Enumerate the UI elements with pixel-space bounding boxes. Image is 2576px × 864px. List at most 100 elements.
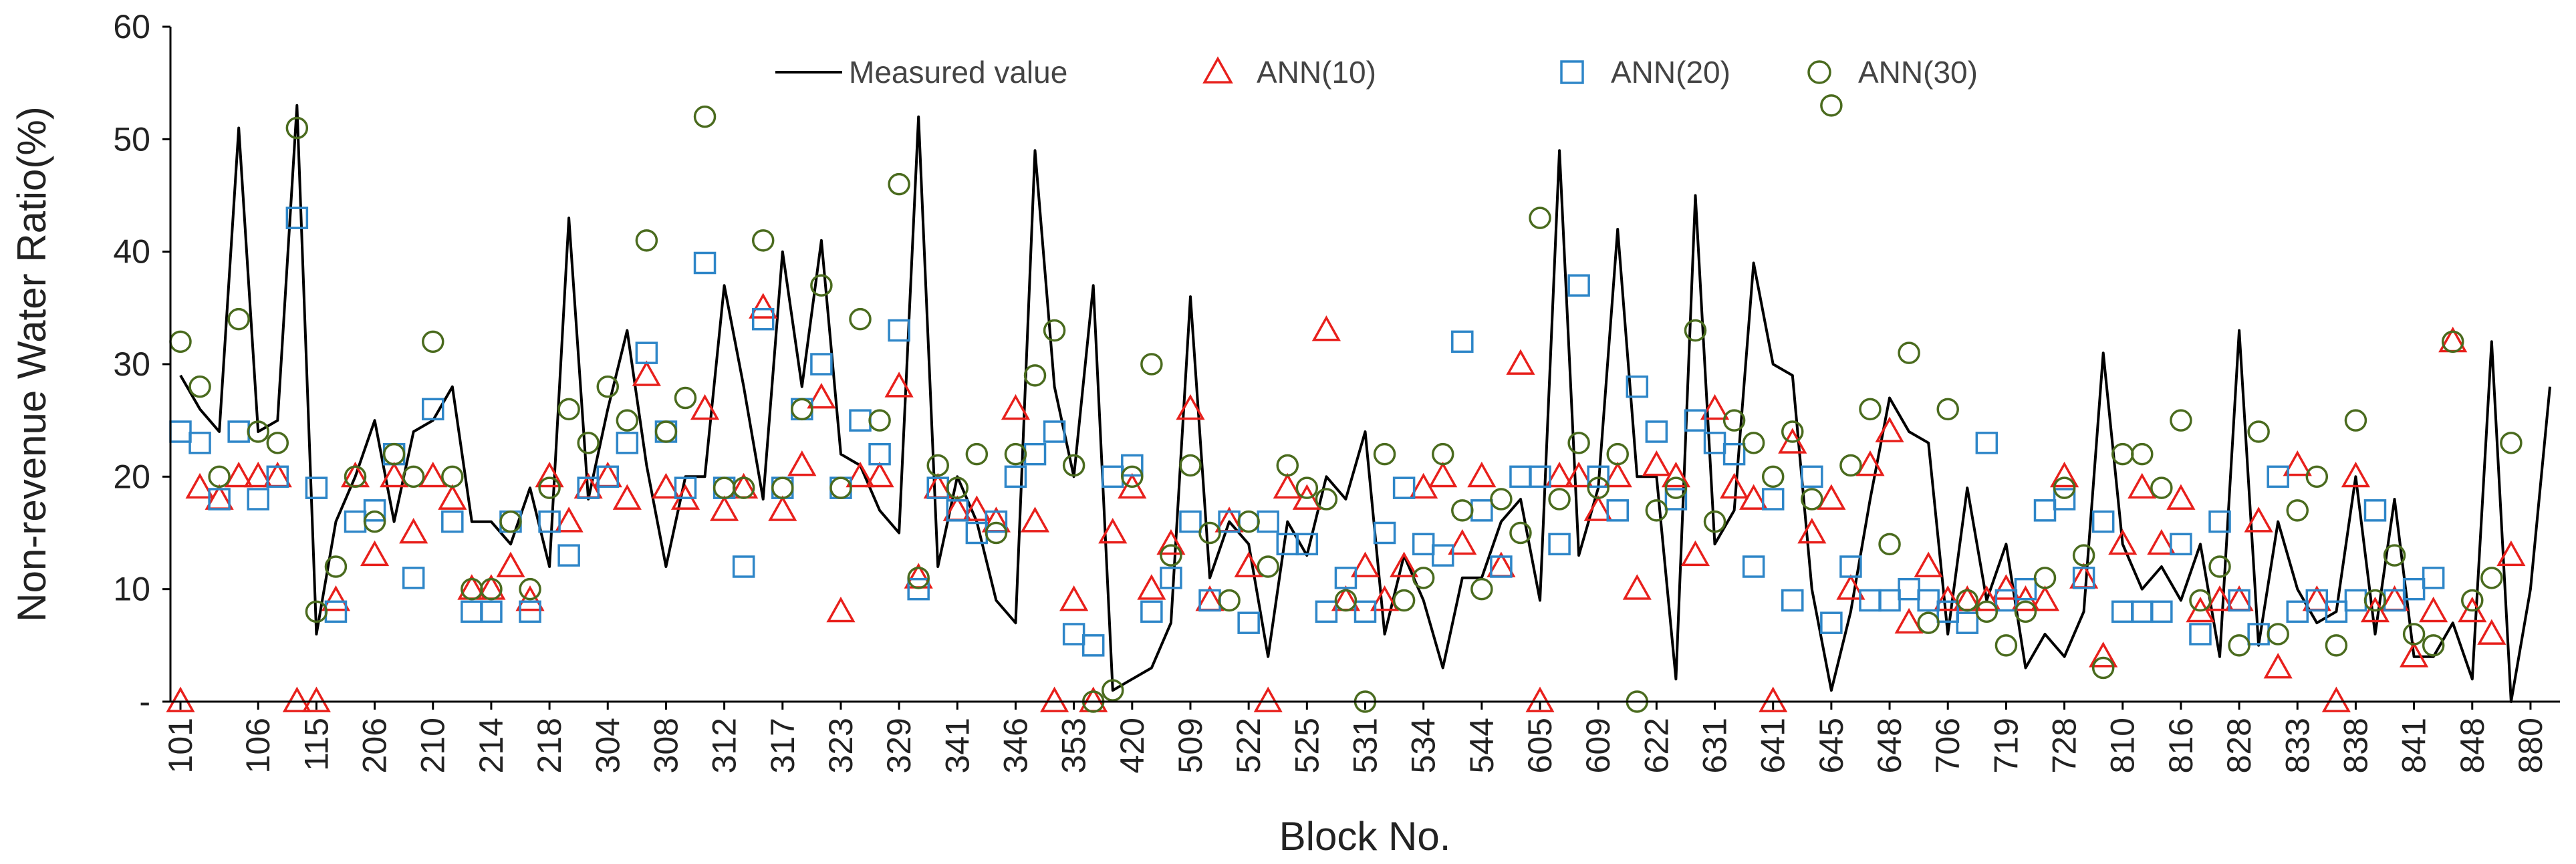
x-tick-label: 525: [1288, 718, 1325, 773]
data-point-ann-10: [2283, 450, 2312, 476]
data-point-ann-30: [1994, 634, 2018, 657]
data-point-ann-30: [1529, 206, 1551, 229]
data-point-ann-20: [2208, 510, 2231, 533]
data-point-ann-20: [1451, 330, 1474, 353]
x-tick-label: 218: [531, 718, 568, 773]
data-point-ann-20: [1548, 533, 1571, 556]
data-point-ann-20: [596, 465, 620, 488]
data-point-ann-10: [1914, 551, 1943, 577]
data-point-ann-10: [2263, 653, 2293, 679]
data-point-ann-10: [1506, 349, 1535, 375]
y-tick-label: 50: [113, 120, 150, 158]
y-tick-label: 20: [113, 458, 150, 495]
y-axis-title: Non-revenue Water Ratio(%): [9, 106, 54, 621]
data-point-ann-30: [1509, 521, 1532, 545]
data-point-ann-20: [1761, 488, 1785, 511]
series-ann-30: [169, 94, 2523, 713]
x-axis-title: Block No.: [1279, 814, 1451, 859]
data-point-ann-30: [557, 398, 580, 421]
data-point-ann-20: [247, 488, 269, 511]
data-point-ann-30: [1451, 499, 1474, 522]
data-point-ann-20: [2363, 499, 2387, 522]
data-point-ann-30: [208, 465, 231, 488]
data-point-ann-10: [185, 472, 215, 499]
data-point-ann-30: [616, 409, 639, 432]
data-point-ann-10: [2108, 529, 2138, 555]
data-point-ann-20: [1121, 454, 1144, 477]
data-point-ann-10: [1778, 428, 1807, 454]
data-point-ann-10: [1176, 394, 1205, 420]
data-point-ann-10: [360, 540, 390, 567]
data-point-ann-20: [305, 476, 328, 499]
data-point-ann-10: [787, 450, 817, 476]
data-point-ann-20: [693, 251, 717, 275]
data-point-ann-30: [324, 555, 348, 578]
data-point-ann-30: [1140, 353, 1163, 376]
data-point-ann-10: [2321, 686, 2351, 712]
data-point-ann-30: [1257, 555, 1279, 578]
x-tick-label: 810: [2104, 718, 2142, 773]
plot-area: [166, 94, 2551, 713]
data-point-ann-20: [1917, 589, 1940, 612]
data-point-ann-30: [2267, 623, 2289, 645]
data-point-ann-30: [2131, 442, 2154, 466]
data-point-ann-10: [2089, 641, 2118, 668]
legend-marker-swatch: [1202, 56, 1233, 84]
data-point-ann-10: [1428, 461, 1458, 488]
data-point-ann-30: [382, 442, 406, 466]
data-point-ann-30: [926, 454, 949, 477]
legend: Measured value ANN(10) ANN(20) ANN(30): [775, 55, 1978, 90]
data-point-ann-20: [1975, 432, 1999, 454]
data-point-ann-20: [888, 319, 910, 342]
x-tick-label: 341: [938, 718, 976, 773]
data-point-ann-30: [2170, 409, 2192, 432]
data-point-ann-20: [2402, 577, 2426, 601]
data-point-ann-10: [321, 585, 351, 611]
series-line-measured-value: [179, 104, 2551, 703]
x-tick-label: 329: [880, 718, 918, 773]
data-point-ann-10: [1059, 585, 1089, 611]
data-point-ann-30: [2441, 330, 2464, 353]
data-point-ann-30: [2014, 600, 2037, 623]
data-point-ann-30: [654, 420, 678, 443]
x-tick-label: 106: [239, 718, 277, 773]
data-point-ann-20: [285, 206, 309, 229]
data-point-ann-10: [1311, 315, 1341, 341]
data-point-ann-10: [1098, 518, 1128, 544]
data-point-ann-10: [651, 472, 681, 499]
data-point-ann-20: [2305, 589, 2329, 612]
data-point-ann-10: [612, 484, 642, 510]
data-point-ann-30: [674, 386, 697, 410]
data-point-ann-20: [1956, 611, 1979, 634]
data-point-ann-30: [227, 307, 250, 331]
data-point-ann-30: [1936, 398, 1959, 421]
data-point-ann-30: [1820, 94, 1843, 117]
data-point-ann-10: [1836, 574, 1865, 600]
series-measured-value: [179, 104, 2551, 703]
data-point-ann-30: [596, 375, 620, 398]
data-point-ann-30: [1761, 465, 1785, 488]
data-point-ann-30: [441, 465, 464, 488]
data-point-ann-30: [402, 465, 425, 488]
data-point-ann-30: [791, 398, 813, 421]
data-point-ann-30: [2422, 634, 2445, 657]
data-point-ann-20: [1703, 432, 1726, 454]
data-point-ann-10: [1564, 461, 1593, 488]
data-point-ann-20: [985, 510, 1008, 533]
data-point-ann-30: [363, 510, 386, 533]
x-tick-label: 115: [297, 718, 335, 771]
data-point-ann-30: [1567, 432, 1590, 454]
data-point-ann-20: [2033, 499, 2057, 522]
data-point-ann-10: [1719, 472, 1749, 499]
data-point-ann-30: [1121, 465, 1144, 488]
x-tick-label: 706: [1929, 718, 1966, 773]
data-point-ann-30: [2247, 420, 2270, 443]
data-point-ann-30: [1023, 364, 1047, 387]
data-point-ann-30: [1237, 510, 1260, 533]
data-point-ann-20: [2325, 600, 2348, 623]
data-point-ann-10: [962, 495, 991, 521]
data-point-ann-30: [1334, 589, 1358, 612]
data-point-ann-10: [1545, 461, 1574, 488]
data-point-ann-30: [188, 375, 211, 398]
data-point-ann-30: [2208, 555, 2231, 578]
